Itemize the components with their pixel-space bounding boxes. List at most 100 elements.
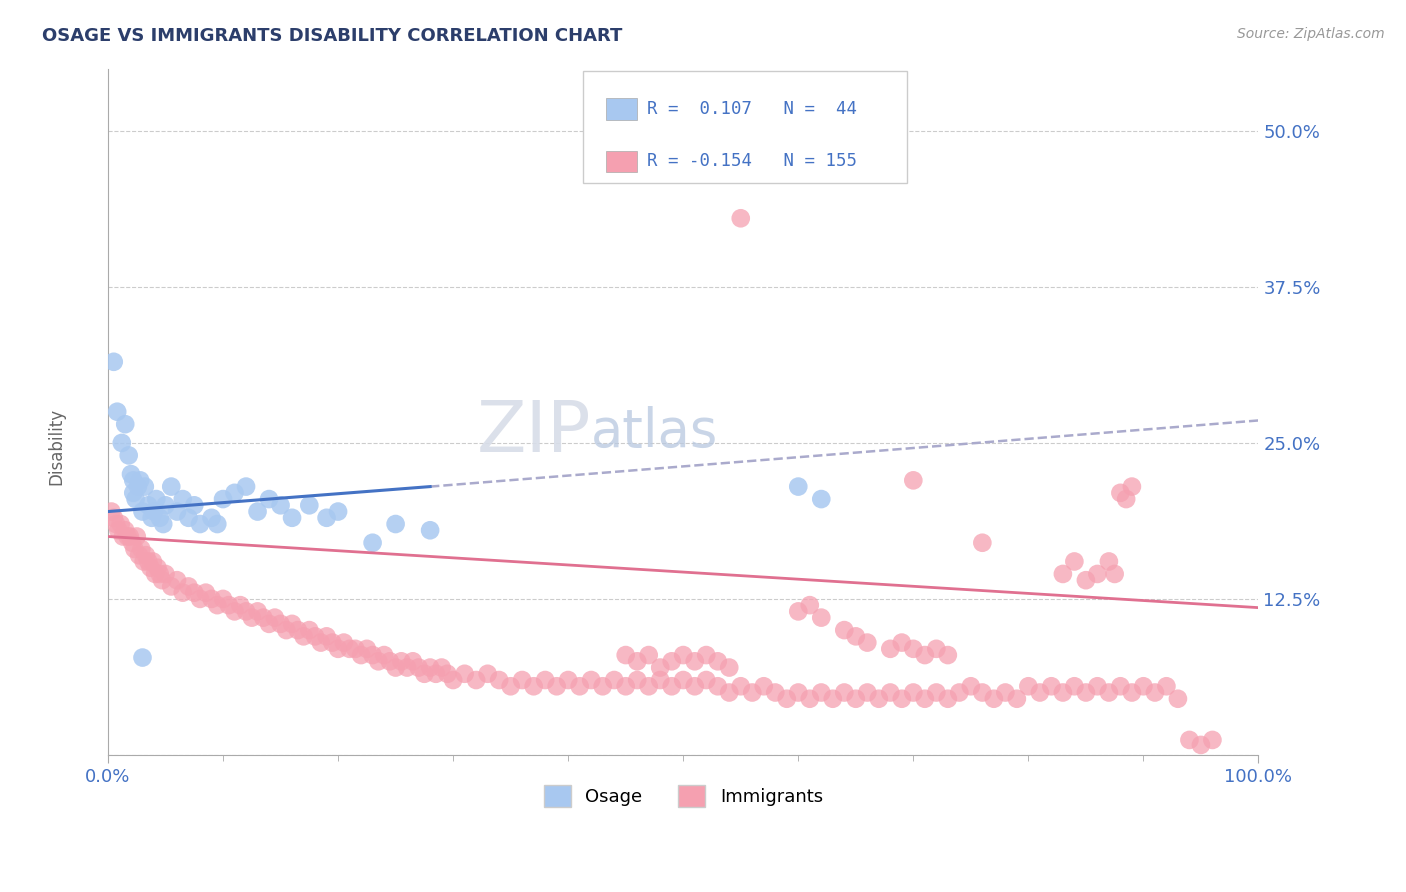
Point bbox=[1052, 566, 1074, 581]
Point bbox=[1178, 733, 1201, 747]
Point bbox=[111, 436, 134, 450]
Point bbox=[1143, 685, 1166, 699]
Point bbox=[465, 673, 488, 687]
Point bbox=[125, 529, 148, 543]
Point bbox=[124, 491, 146, 506]
Point bbox=[408, 660, 430, 674]
Point bbox=[925, 685, 948, 699]
Point bbox=[240, 610, 263, 624]
Point bbox=[776, 691, 799, 706]
Point bbox=[1115, 491, 1137, 506]
Point bbox=[787, 685, 810, 699]
Point bbox=[695, 673, 717, 687]
Point bbox=[453, 666, 475, 681]
Point bbox=[110, 516, 132, 531]
Point bbox=[118, 529, 141, 543]
Point bbox=[350, 648, 373, 662]
Point bbox=[661, 654, 683, 668]
Point bbox=[172, 491, 194, 506]
Point bbox=[1189, 738, 1212, 752]
Point bbox=[1109, 679, 1132, 693]
Point bbox=[925, 641, 948, 656]
Point bbox=[143, 566, 166, 581]
Point bbox=[557, 673, 579, 687]
Point bbox=[1104, 566, 1126, 581]
Point bbox=[1109, 485, 1132, 500]
Point bbox=[477, 666, 499, 681]
Point bbox=[166, 504, 188, 518]
Point bbox=[188, 516, 211, 531]
Point bbox=[832, 623, 855, 637]
Point bbox=[304, 629, 326, 643]
Point bbox=[339, 641, 361, 656]
Point bbox=[546, 679, 568, 693]
Point bbox=[207, 516, 229, 531]
Point bbox=[270, 498, 292, 512]
Point bbox=[1017, 679, 1039, 693]
Point bbox=[344, 641, 367, 656]
Point bbox=[436, 666, 458, 681]
Point bbox=[200, 510, 222, 524]
Point bbox=[105, 516, 128, 531]
Point bbox=[212, 591, 235, 606]
Point bbox=[183, 498, 205, 512]
Point bbox=[661, 679, 683, 693]
Point bbox=[124, 541, 146, 556]
Point bbox=[741, 685, 763, 699]
Point bbox=[122, 485, 145, 500]
Point bbox=[1040, 679, 1063, 693]
Point bbox=[229, 598, 252, 612]
Point bbox=[100, 504, 122, 518]
Text: R =  0.107   N =  44: R = 0.107 N = 44 bbox=[647, 100, 856, 118]
Point bbox=[105, 405, 128, 419]
Point bbox=[810, 610, 832, 624]
Point bbox=[139, 560, 162, 574]
Point bbox=[129, 474, 152, 488]
Point bbox=[224, 604, 246, 618]
Point bbox=[1074, 685, 1097, 699]
Point bbox=[183, 585, 205, 599]
Point bbox=[845, 691, 868, 706]
Point bbox=[603, 673, 626, 687]
Point bbox=[155, 566, 177, 581]
Point bbox=[122, 474, 145, 488]
Point bbox=[787, 604, 810, 618]
Point bbox=[1029, 685, 1052, 699]
Point bbox=[127, 480, 149, 494]
Point bbox=[270, 616, 292, 631]
Point bbox=[718, 685, 741, 699]
Point bbox=[799, 691, 821, 706]
Point bbox=[152, 516, 174, 531]
Point bbox=[672, 673, 695, 687]
Point bbox=[103, 510, 125, 524]
Point bbox=[914, 691, 936, 706]
Point bbox=[166, 573, 188, 587]
Point bbox=[1063, 679, 1085, 693]
Point bbox=[333, 635, 356, 649]
Point bbox=[114, 417, 136, 432]
Point bbox=[523, 679, 546, 693]
Point bbox=[903, 685, 925, 699]
Point bbox=[200, 591, 222, 606]
Point bbox=[626, 673, 648, 687]
Point bbox=[321, 635, 343, 649]
Point bbox=[936, 648, 959, 662]
Point bbox=[396, 660, 419, 674]
Point bbox=[1167, 691, 1189, 706]
Legend: Osage, Immigrants: Osage, Immigrants bbox=[536, 778, 830, 814]
Point bbox=[879, 641, 901, 656]
Text: R = -0.154   N = 155: R = -0.154 N = 155 bbox=[647, 153, 856, 170]
Text: Disability: Disability bbox=[48, 408, 65, 484]
Point bbox=[1074, 573, 1097, 587]
Point bbox=[650, 673, 672, 687]
Point bbox=[568, 679, 591, 693]
Point bbox=[361, 648, 384, 662]
Point bbox=[146, 560, 169, 574]
Point bbox=[1063, 554, 1085, 568]
Point bbox=[419, 523, 441, 537]
Point bbox=[430, 660, 453, 674]
Point bbox=[135, 548, 157, 562]
Point bbox=[890, 691, 912, 706]
Point bbox=[425, 666, 447, 681]
Point bbox=[218, 598, 240, 612]
